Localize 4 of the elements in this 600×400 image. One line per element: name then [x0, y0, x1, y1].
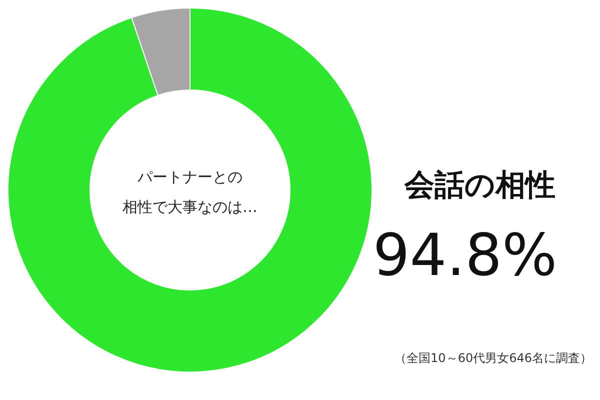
- text: （全国10～60代男女646名に調査）: [394, 351, 592, 365]
- data-label: 94.8%: [372, 221, 558, 289]
- text: パートナーとの相性で大事なのは…: [122, 168, 258, 216]
- slice-label: 会話の相性: [404, 168, 556, 203]
